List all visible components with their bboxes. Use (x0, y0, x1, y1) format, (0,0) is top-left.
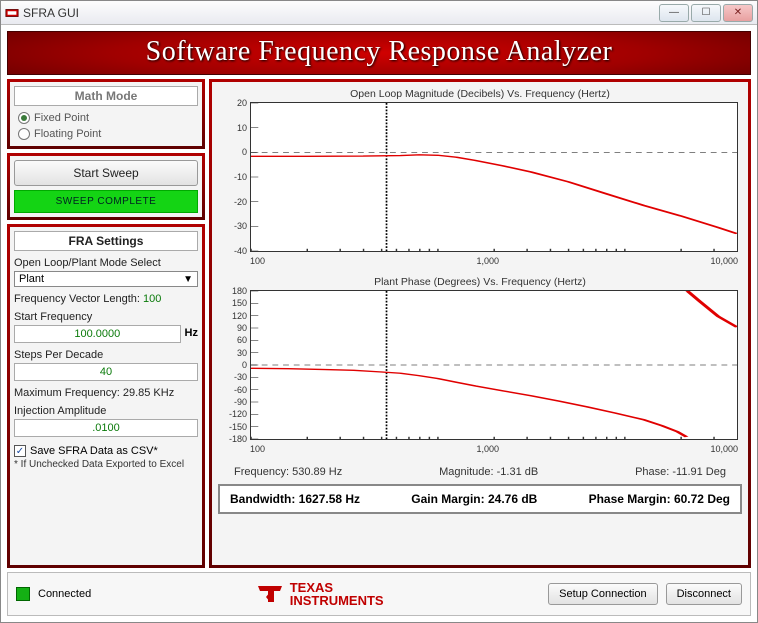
max-freq-value: 29.85 KHz (123, 387, 174, 399)
start-freq-row: 100.0000 Hz (14, 323, 198, 343)
save-csv-label: Save SFRA Data as CSV* (30, 445, 158, 457)
mode-select[interactable]: Plant ▼ (14, 271, 198, 287)
inj-amp-label: Injection Amplitude (14, 405, 198, 417)
phase-x-labels: 1001,00010,000 (250, 444, 738, 454)
start-sweep-button[interactable]: Start Sweep (14, 160, 198, 186)
connected-label: Connected (38, 588, 91, 600)
math-mode-panel: Math Mode Fixed Point Floating Point (7, 79, 205, 149)
save-csv-row[interactable]: ✓ Save SFRA Data as CSV* (14, 445, 198, 457)
freq-vec-label: Frequency Vector Length: (14, 293, 140, 305)
phase-plot (251, 291, 737, 439)
titlebar: SFRA GUI — ☐ ✕ (1, 1, 757, 25)
ti-logo: TEXASINSTRUMENTS (99, 581, 540, 607)
math-mode-title: Math Mode (14, 86, 198, 106)
mode-select-label: Open Loop/Plant Mode Select (14, 257, 198, 269)
radio-floating-point[interactable]: Floating Point (14, 126, 198, 142)
chevron-down-icon: ▼ (183, 274, 193, 285)
minimize-button[interactable]: — (659, 4, 689, 22)
mag-y-labels: 20100-10-20-30-40 (217, 98, 247, 256)
steps-input[interactable]: 40 (14, 363, 198, 381)
mag-chart: 20100-10-20-30-40 (250, 102, 738, 252)
cursor-readout: Frequency: 530.89 Hz Magnitude: -1.31 dB… (216, 462, 744, 480)
sweep-status: SWEEP COMPLETE (14, 190, 198, 213)
freq-vec-value: 100 (143, 293, 161, 305)
csv-note: * If Unchecked Data Exported to Excel (14, 459, 198, 470)
freq-vec-row: Frequency Vector Length: 100 (14, 293, 198, 305)
ti-logo-text: TEXASINSTRUMENTS (290, 581, 384, 607)
summary-bar: Bandwidth: 1627.58 Hz Gain Margin: 24.76… (218, 484, 742, 514)
fra-settings-panel: FRA Settings Open Loop/Plant Mode Select… (7, 224, 205, 568)
inj-amp-input[interactable]: .0100 (14, 419, 198, 437)
connection-indicator-icon (16, 587, 30, 601)
setup-connection-button[interactable]: Setup Connection (548, 583, 657, 605)
phase-chart: 1801501209060300-30-60-90-120-150-180 (250, 290, 738, 440)
summary-gm: Gain Margin: 24.76 dB (411, 492, 537, 506)
mag-chart-title: Open Loop Magnitude (Decibels) Vs. Frequ… (216, 88, 744, 100)
radio-floating-icon (18, 128, 30, 140)
start-freq-unit: Hz (185, 327, 198, 339)
readout-freq: Frequency: 530.89 Hz (234, 466, 342, 478)
footer: Connected TEXASINSTRUMENTS Setup Connect… (7, 572, 751, 616)
max-freq-label: Maximum Frequency: (14, 387, 120, 399)
ti-logo-icon (256, 583, 284, 605)
start-freq-input[interactable]: 100.0000 (14, 325, 181, 343)
summary-pm: Phase Margin: 60.72 Deg (589, 492, 730, 506)
fra-title: FRA Settings (14, 231, 198, 251)
mode-select-value: Plant (19, 273, 44, 285)
mag-plot (251, 103, 737, 251)
app-header: Software Frequency Response Analyzer (7, 31, 751, 75)
sweep-panel: Start Sweep SWEEP COMPLETE (7, 153, 205, 220)
max-freq-row: Maximum Frequency: 29.85 KHz (14, 387, 198, 399)
app-window: SFRA GUI — ☐ ✕ Software Frequency Respon… (0, 0, 758, 623)
readout-mag: Magnitude: -1.31 dB (439, 466, 538, 478)
summary-bw: Bandwidth: 1627.58 Hz (230, 492, 360, 506)
save-csv-checkbox[interactable]: ✓ (14, 445, 26, 457)
main-area: Math Mode Fixed Point Floating Point Sta… (7, 79, 751, 568)
maximize-button[interactable]: ☐ (691, 4, 721, 22)
chart-panel: Open Loop Magnitude (Decibels) Vs. Frequ… (209, 79, 751, 568)
start-freq-label: Start Frequency (14, 311, 198, 323)
phase-chart-title: Plant Phase (Degrees) Vs. Frequency (Her… (216, 276, 744, 288)
radio-fixed-point[interactable]: Fixed Point (14, 110, 198, 126)
left-column: Math Mode Fixed Point Floating Point Sta… (7, 79, 205, 568)
radio-floating-label: Floating Point (34, 128, 101, 140)
window-title: SFRA GUI (23, 6, 659, 20)
phase-y-labels: 1801501209060300-30-60-90-120-150-180 (217, 286, 247, 444)
radio-fixed-label: Fixed Point (34, 112, 89, 124)
window-controls: — ☐ ✕ (659, 4, 753, 22)
close-button[interactable]: ✕ (723, 4, 753, 22)
mag-x-labels: 1001,00010,000 (250, 256, 738, 266)
app-body: Software Frequency Response Analyzer Mat… (1, 25, 757, 622)
readout-phase: Phase: -11.91 Deg (635, 466, 726, 478)
radio-fixed-icon (18, 112, 30, 124)
steps-label: Steps Per Decade (14, 349, 198, 361)
disconnect-button[interactable]: Disconnect (666, 583, 742, 605)
app-icon (5, 6, 19, 20)
